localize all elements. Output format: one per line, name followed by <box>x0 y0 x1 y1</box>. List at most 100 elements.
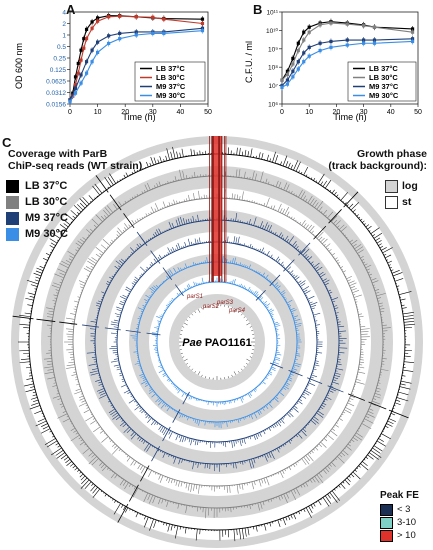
coverage-bar <box>372 280 379 284</box>
coverage-bar <box>347 443 351 447</box>
panel-b-xlabel: Time (h) <box>333 112 366 122</box>
coverage-bar <box>320 406 324 410</box>
coverage-bar <box>299 459 301 461</box>
coverage-bar <box>294 362 301 366</box>
coverage-bar <box>313 312 321 316</box>
coverage-bar <box>141 191 144 194</box>
coverage-bar <box>283 296 286 299</box>
coverage-bar <box>363 458 366 461</box>
coverage-bar <box>174 297 176 300</box>
coverage-bar <box>25 297 34 301</box>
coverage-bar <box>167 405 169 408</box>
coverage-bar <box>55 442 59 446</box>
coverage-bar <box>263 300 268 305</box>
coverage-bar <box>303 223 307 228</box>
coverage-bar <box>296 402 299 404</box>
coverage-bar <box>256 294 259 297</box>
coverage-bar <box>184 288 187 291</box>
coverage-bar <box>151 418 154 421</box>
coverage-bar <box>311 418 319 424</box>
peak-fe-mid-label: 3-10 <box>397 517 417 528</box>
coverage-bar <box>307 480 309 483</box>
coverage-bar <box>26 279 39 285</box>
coverage-bar <box>69 255 74 259</box>
coverage-bar <box>44 371 54 374</box>
coverage-bar <box>309 302 318 306</box>
coverage-bar <box>398 291 412 295</box>
genome-tick <box>246 322 251 326</box>
coverage-bar <box>151 294 153 296</box>
coverage-bar <box>286 380 289 382</box>
growth-phase-title-line2: (track background): <box>328 160 427 172</box>
coverage-bar <box>48 310 54 313</box>
coverage-bar <box>334 257 338 260</box>
coverage-bar <box>279 291 281 293</box>
coverage-bar <box>160 450 162 453</box>
coverage-bar <box>182 291 184 293</box>
coverage-bar <box>368 230 371 232</box>
coverage-bar <box>159 156 162 163</box>
coverage-bar <box>236 194 239 200</box>
coverage-bar <box>308 506 313 514</box>
coverage-bar <box>56 452 66 459</box>
coverage-bar <box>372 234 376 237</box>
genome-tick <box>233 371 237 376</box>
coverage-bar <box>241 528 244 540</box>
coverage-bar <box>330 252 332 254</box>
coverage-bar <box>89 328 96 330</box>
coverage-bar <box>331 490 340 501</box>
coverage-bar <box>239 439 242 447</box>
coverage-bar <box>392 272 403 277</box>
genome-name-strain: PAO1161 <box>202 337 252 349</box>
genome-tick <box>231 374 233 377</box>
coverage-bar <box>186 198 188 202</box>
coverage-bar <box>53 382 57 384</box>
coverage-bar <box>148 470 152 477</box>
coverage-bar <box>32 399 39 403</box>
coverage-bar <box>176 292 180 296</box>
b-series-line-lb30 <box>281 22 413 81</box>
coverage-bar <box>289 375 292 377</box>
coverage-bar <box>344 479 350 486</box>
coverage-bar <box>100 244 107 250</box>
coverage-bar <box>253 458 256 464</box>
coverage-bar <box>390 413 396 416</box>
coverage-bar <box>260 171 264 182</box>
coverage-bar <box>259 432 262 437</box>
coverage-bar <box>157 320 161 323</box>
coverage-bar <box>171 202 173 206</box>
coverage-bar <box>388 264 391 266</box>
coverage-bar <box>300 510 302 512</box>
b-data-point <box>362 38 366 42</box>
coverage-peak <box>162 426 171 442</box>
coverage-bar <box>180 481 183 487</box>
coverage-bar <box>382 247 393 254</box>
coverage-bar <box>163 309 166 312</box>
coverage-bar <box>316 352 323 354</box>
coverage-bar <box>291 312 294 314</box>
coverage-bar <box>133 461 137 466</box>
coverage-bar <box>239 196 241 200</box>
coverage-bar <box>134 405 141 411</box>
coverage-bar <box>131 282 136 286</box>
coverage-bar <box>365 415 370 419</box>
coverage-bar <box>90 201 92 203</box>
coverage-bar <box>360 218 363 221</box>
condition-m937: M9 37°C <box>6 210 68 226</box>
coverage-bar <box>318 271 324 276</box>
coverage-bar <box>123 174 126 178</box>
b-data-point <box>329 39 333 44</box>
coverage-bar <box>251 245 253 249</box>
peak-fe-high-label: > 10 <box>397 530 416 541</box>
coverage-bar <box>262 407 265 411</box>
coverage-bar <box>280 290 285 294</box>
coverage-bar <box>197 462 199 468</box>
coverage-bar <box>139 275 142 277</box>
coverage-bar <box>123 227 127 231</box>
coverage-bar <box>155 285 159 288</box>
coverage-bar <box>75 252 77 254</box>
coverage-bar <box>320 498 322 501</box>
coverage-bar <box>322 180 328 187</box>
coverage-bar <box>145 413 148 416</box>
coverage-bar <box>78 395 84 399</box>
